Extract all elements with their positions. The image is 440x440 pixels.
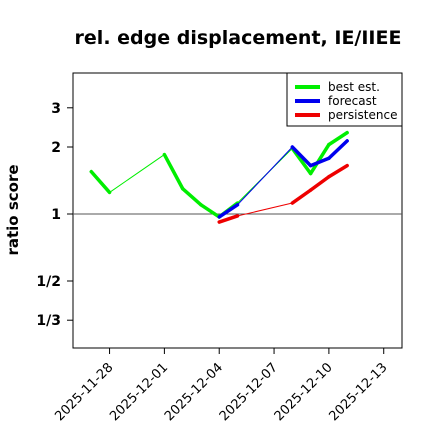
series-segment (308, 175, 331, 192)
series-segment (180, 186, 203, 207)
y-tick-label: 1 (51, 207, 61, 223)
series-persistence (217, 163, 349, 224)
series-segment (308, 156, 331, 168)
y-tick-label: 2 (51, 140, 61, 156)
series-segment (89, 169, 112, 195)
series-segment (290, 145, 313, 168)
series-segment (217, 214, 240, 224)
series-segment (237, 146, 293, 206)
series-segment (199, 203, 221, 219)
series-segment (327, 139, 349, 161)
series-segment (327, 163, 349, 179)
y-axis-label: ratio score (4, 164, 22, 255)
series-segment (237, 202, 293, 217)
y-tick-label: 1/2 (36, 274, 61, 290)
x-tick-label: 2025-12-04 (162, 360, 226, 424)
series-segment (327, 130, 349, 147)
x-tick-label: 2025-11-28 (52, 360, 116, 424)
series-layer (89, 130, 349, 224)
legend-label-forecast: forecast (328, 94, 377, 108)
plot-area-frame (72, 72, 403, 349)
chart-title: rel. edge displacement, IE/IIEE (75, 27, 402, 49)
x-tick-label: 2025-12-01 (107, 360, 171, 424)
series-segment (162, 152, 185, 191)
legend: best est. forecast persistence (286, 72, 403, 127)
series-segment (217, 203, 240, 219)
series-segment (290, 188, 313, 205)
x-axis: 2025-11-282025-12-012025-12-042025-12-07… (52, 348, 391, 424)
series-segment (290, 146, 313, 176)
legend-label-best-est: best est. (328, 80, 380, 94)
y-tick-label: 3 (51, 101, 61, 117)
y-axis: 1/3 1/2 1 2 3 (36, 101, 73, 329)
series-segment (308, 142, 331, 176)
y-tick-label: 1/3 (36, 313, 61, 329)
legend-label-persistence: persistence (328, 108, 397, 122)
series-best-est- (89, 130, 349, 219)
x-tick-label: 2025-12-10 (272, 360, 336, 424)
x-tick-label: 2025-12-07 (217, 360, 281, 424)
x-tick-label: 2025-12-13 (327, 360, 391, 424)
series-forecast (217, 139, 349, 219)
series-segment (109, 154, 165, 193)
